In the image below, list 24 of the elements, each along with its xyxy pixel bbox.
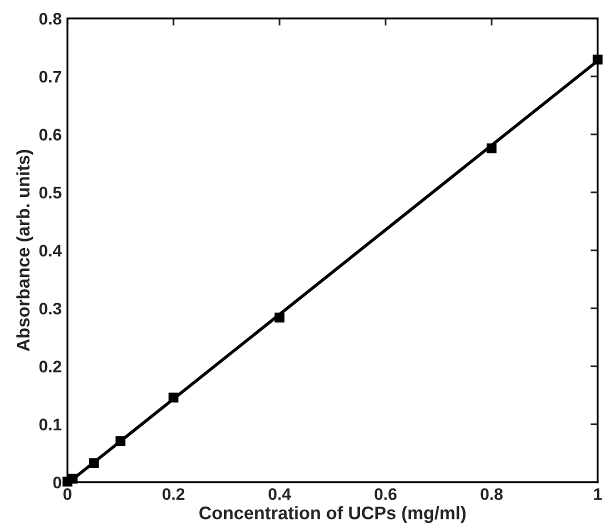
y-tick-label: 0.4 bbox=[39, 244, 62, 257]
x-tick-label: 0.8 bbox=[480, 488, 503, 500]
point bbox=[68, 474, 78, 484]
point bbox=[274, 312, 284, 322]
y-tick-label: 0 bbox=[53, 476, 62, 488]
point bbox=[486, 143, 497, 154]
y-tick-label: 0.7 bbox=[39, 70, 62, 83]
y-tick-label: 0.6 bbox=[39, 128, 62, 141]
x-tick-label: 0.2 bbox=[162, 488, 184, 500]
x-tick-label: 0.4 bbox=[268, 488, 292, 500]
point bbox=[116, 436, 126, 446]
y-tick-label: 0.1 bbox=[39, 418, 62, 430]
y-tick-label: 0.8 bbox=[39, 12, 62, 25]
point bbox=[168, 392, 178, 402]
x-tick-label: 0 bbox=[63, 488, 72, 500]
point bbox=[592, 54, 603, 65]
x-tick-label: 1 bbox=[594, 488, 602, 500]
y-tick-label: 0.2 bbox=[39, 360, 62, 372]
y-tick-label: 0.5 bbox=[39, 186, 62, 199]
x-tick-label: 0.6 bbox=[374, 488, 397, 500]
y-tick-label: 0.3 bbox=[39, 302, 62, 315]
y-axis-title: Absorbance (arb. units) bbox=[16, 150, 34, 352]
point bbox=[89, 458, 99, 468]
x-axis-title: Concentration of UCPs (mg/ml) bbox=[199, 506, 466, 523]
